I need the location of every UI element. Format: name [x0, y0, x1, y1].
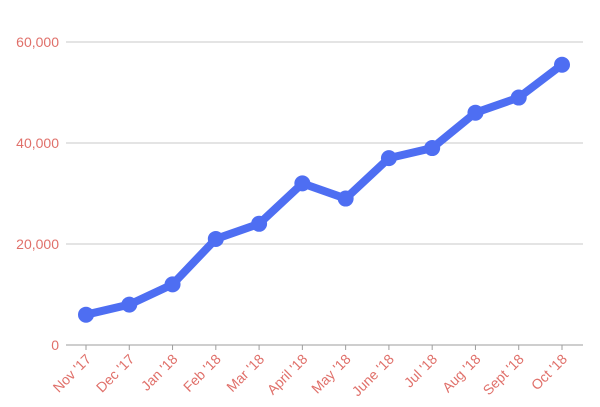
y-tick-label: 60,000	[16, 34, 59, 50]
x-tick-label: Nov '17	[50, 351, 95, 396]
data-point	[164, 276, 181, 293]
x-tick-label: Mar '18	[223, 351, 267, 395]
gridlines	[66, 41, 583, 245]
x-axis	[66, 344, 583, 350]
x-tick-label: Aug '18	[439, 351, 484, 396]
data-point	[554, 56, 570, 73]
data-point	[251, 215, 268, 232]
data-point	[380, 150, 397, 167]
y-tick-label: 0	[51, 337, 59, 353]
data-point	[424, 140, 441, 157]
x-tick-label: Sept '18	[480, 351, 527, 398]
data-point	[337, 190, 354, 207]
x-tick-label: Feb '18	[180, 351, 224, 395]
y-axis-tick-labels: 0 20,000 40,000 60,000	[16, 34, 59, 353]
data-point	[207, 230, 224, 247]
series-line	[82, 60, 566, 319]
x-tick-label: Jul '18	[401, 351, 441, 391]
y-tick-label: 20,000	[16, 236, 59, 252]
x-tick-label: Dec '17	[93, 351, 138, 396]
data-point	[467, 104, 484, 121]
data-point	[510, 89, 527, 106]
data-point	[78, 306, 94, 323]
series	[78, 56, 570, 323]
x-tick-label: June '18	[349, 351, 398, 400]
data-point	[294, 175, 311, 192]
x-tick-label: Oct '18	[528, 351, 571, 394]
x-tick-label: April '18	[264, 351, 311, 398]
y-tick-label: 40,000	[16, 135, 59, 151]
data-point	[121, 296, 138, 313]
x-tick-label: Jan '18	[138, 351, 181, 394]
x-tick-label: May '18	[308, 351, 354, 397]
